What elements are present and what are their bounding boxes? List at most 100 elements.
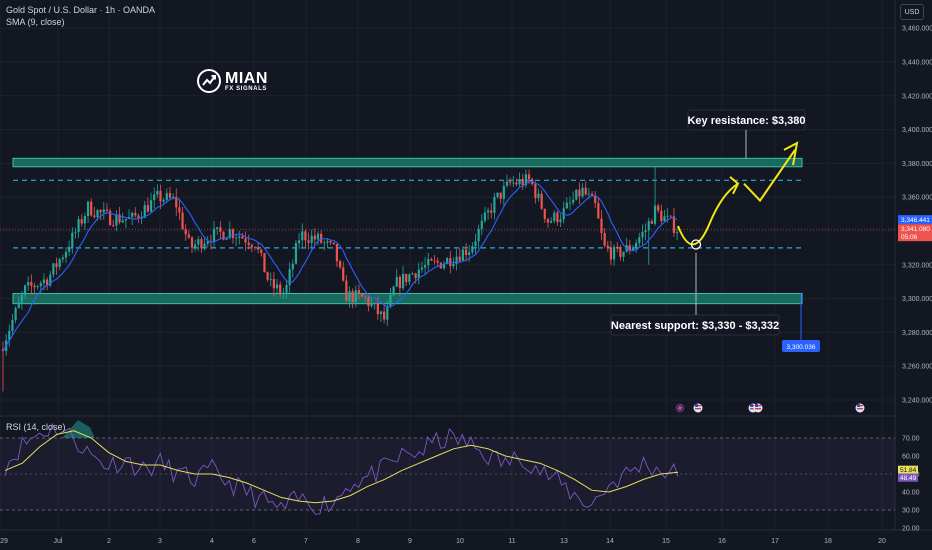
candle-body (644, 230, 647, 233)
time-tick-label: 10 (456, 538, 464, 545)
candle-body (165, 193, 168, 200)
candle-body (181, 212, 184, 229)
rsi-tick-label: 60.00 (902, 454, 920, 461)
flag-stripe (857, 408, 863, 410)
sma-price-tag-box (898, 215, 932, 225)
rsi-tick-label: 30.00 (902, 508, 920, 515)
candle-body (269, 279, 272, 280)
sma-indicator-label: SMA (9, close) (6, 17, 65, 27)
candle-body (272, 279, 275, 289)
candle-body (565, 202, 568, 209)
event-markers[interactable] (675, 403, 865, 413)
candle-body (250, 245, 253, 248)
candle-body (329, 241, 332, 243)
candle-body (206, 241, 209, 244)
candle-body (291, 263, 294, 270)
candle-body (512, 182, 515, 184)
time-tick-label: 17 (771, 538, 779, 545)
candle-body (427, 258, 430, 266)
candle-body (121, 220, 124, 223)
candle-body (184, 228, 187, 235)
candle-body (253, 247, 257, 248)
candle-body (83, 216, 86, 224)
last-price-tag-box (898, 224, 932, 242)
candle-body (323, 242, 326, 244)
rsi-tick-label: 20.00 (902, 526, 920, 533)
candle-body (638, 237, 641, 243)
candle-body (455, 256, 458, 264)
candle-body (74, 231, 77, 233)
price-axis[interactable]: 3,460.000 3,440.000 3,420.000 3,400.000 3,38… (898, 26, 932, 533)
rsi-ma-line (4, 430, 679, 504)
time-tick-label: 18 (824, 538, 832, 545)
candle-body (313, 235, 316, 240)
candle-body (143, 205, 146, 218)
arrow-head (729, 176, 740, 195)
candle-body (572, 199, 575, 203)
candle-body (578, 189, 581, 197)
candle-body (653, 205, 657, 224)
candle-body (647, 221, 650, 231)
candle-body (55, 263, 58, 267)
candle-body (660, 210, 663, 222)
rsi-value-tag: 51.84 (900, 467, 917, 474)
candle-body (263, 253, 266, 273)
currency-button[interactable]: USD (900, 4, 924, 20)
candle-body (361, 293, 364, 297)
target-tag-box (782, 340, 820, 352)
candle-body (241, 236, 244, 239)
candle-body (30, 282, 33, 286)
candle-body (194, 244, 197, 248)
candle-body (446, 258, 449, 264)
candle-body (676, 231, 679, 233)
grid (0, 0, 932, 531)
candle-body (348, 291, 351, 302)
flag-canton (750, 404, 753, 407)
candle-body (641, 232, 644, 238)
candle-body (452, 263, 455, 267)
candle-body (458, 256, 461, 261)
candle-body (197, 239, 200, 245)
price-tick-label: 3,420.000 (902, 93, 932, 100)
candle-body (672, 216, 676, 233)
candle-body (518, 178, 521, 185)
candle-body (46, 279, 49, 286)
price-zone (12, 293, 803, 305)
candle-body (543, 208, 546, 219)
candle-body (58, 259, 61, 267)
candle-body (515, 182, 518, 185)
candle-body (575, 189, 578, 200)
candle-body (115, 214, 118, 226)
candle-body (187, 234, 190, 238)
rsi-tick-label: 70.00 (902, 436, 920, 443)
projection-zigzag (743, 149, 796, 203)
candle-body (222, 231, 225, 240)
candle-body (235, 237, 238, 239)
symbol-title: Gold Spot / U.S. Dollar · 1h · OANDA (6, 5, 156, 15)
price-tick-label: 3,240.000 (902, 398, 932, 405)
candle-body (23, 285, 27, 295)
projection-up (677, 182, 739, 246)
price-tick-label: 3,460.000 (902, 26, 932, 33)
candle-body (392, 286, 395, 296)
candle-body (42, 279, 46, 284)
candle-body (342, 267, 345, 281)
price-tick-label: 3,440.000 (902, 60, 932, 67)
candle-body (86, 201, 90, 217)
candle-body (105, 209, 109, 211)
candle-body (178, 207, 181, 213)
time-tick-label: 3 (158, 538, 162, 545)
support-label-box (610, 314, 780, 336)
projection-path (677, 141, 799, 250)
candle-body (266, 272, 269, 280)
candle-body (370, 303, 373, 307)
time-axis[interactable]: 29 Jul 2 3 4 6 7 8 9 10 11 13 14 15 16 17 18 20 (0, 538, 886, 545)
candle-body (480, 220, 483, 229)
candle-body (502, 185, 505, 199)
candle-body (521, 178, 524, 186)
candle-body (622, 251, 625, 257)
candle-body (64, 251, 68, 258)
time-tick-label: 14 (606, 538, 614, 545)
candle-body (468, 252, 471, 256)
